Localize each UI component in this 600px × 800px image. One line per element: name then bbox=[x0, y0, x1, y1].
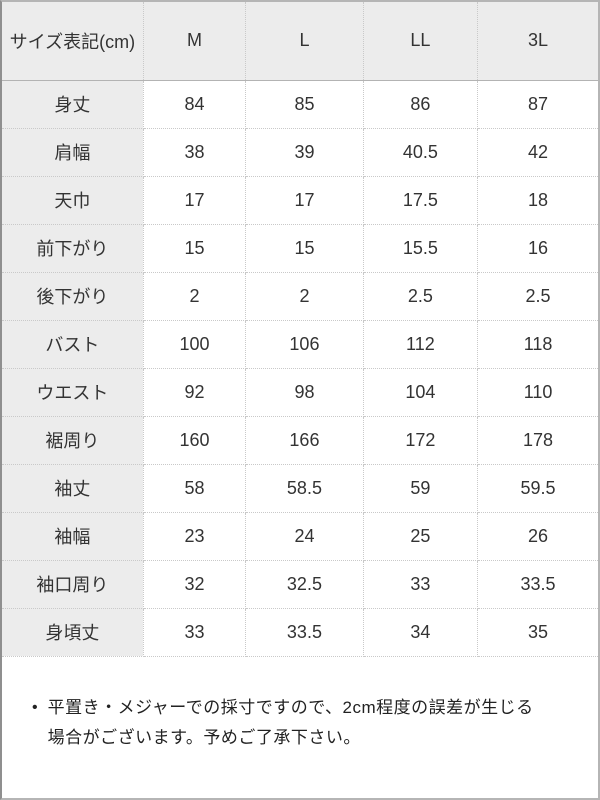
size-chart-table: サイズ表記(cm) M L LL 3L 身丈 84 85 86 87 肩幅 38… bbox=[2, 2, 598, 657]
cell-value: 100 bbox=[143, 320, 247, 369]
table-row: 肩幅 38 39 40.5 42 bbox=[2, 128, 598, 177]
table-row: 後下がり 2 2 2.5 2.5 bbox=[2, 272, 598, 321]
cell-value: 2 bbox=[245, 272, 364, 321]
row-label: 袖丈 bbox=[2, 464, 144, 513]
note-line-1: 平置き・メジャーでの採寸ですので、2cm程度の誤差が生じる bbox=[47, 697, 534, 717]
header-size-m: M bbox=[143, 2, 247, 81]
row-label: 前下がり bbox=[2, 224, 144, 273]
row-label: 袖幅 bbox=[2, 512, 144, 561]
cell-value: 15 bbox=[143, 224, 247, 273]
cell-value: 32.5 bbox=[245, 560, 364, 609]
cell-value: 23 bbox=[143, 512, 247, 561]
cell-value: 85 bbox=[245, 80, 364, 129]
header-size-ll: LL bbox=[363, 2, 479, 81]
cell-value: 25 bbox=[363, 512, 479, 561]
table-row: 袖口周り 32 32.5 33 33.5 bbox=[2, 560, 598, 609]
row-label: 袖口周り bbox=[2, 560, 144, 609]
cell-value: 16 bbox=[477, 224, 598, 273]
table-row: 前下がり 15 15 15.5 16 bbox=[2, 224, 598, 273]
cell-value: 33.5 bbox=[245, 608, 364, 657]
cell-value: 59.5 bbox=[477, 464, 598, 513]
cell-value: 166 bbox=[245, 416, 364, 465]
row-label: 身頃丈 bbox=[2, 608, 144, 657]
cell-value: 18 bbox=[477, 176, 598, 225]
cell-value: 15 bbox=[245, 224, 364, 273]
row-label: バスト bbox=[2, 320, 144, 369]
cell-value: 106 bbox=[245, 320, 364, 369]
cell-value: 32 bbox=[143, 560, 247, 609]
bullet-icon: • bbox=[32, 698, 38, 716]
table-row: 裾周り 160 166 172 178 bbox=[2, 416, 598, 465]
cell-value: 92 bbox=[143, 368, 247, 417]
cell-value: 40.5 bbox=[363, 128, 479, 177]
row-label: 肩幅 bbox=[2, 128, 144, 177]
measurement-note: • 平置き・メジャーでの採寸ですので、2cm程度の誤差が生じる 場合がございます… bbox=[2, 656, 598, 753]
cell-value: 160 bbox=[143, 416, 247, 465]
row-label: 後下がり bbox=[2, 272, 144, 321]
cell-value: 26 bbox=[477, 512, 598, 561]
cell-value: 112 bbox=[363, 320, 479, 369]
table-row: 袖幅 23 24 25 26 bbox=[2, 512, 598, 561]
cell-value: 33 bbox=[143, 608, 247, 657]
cell-value: 87 bbox=[477, 80, 598, 129]
header-size-l: L bbox=[245, 2, 364, 81]
row-label: ウエスト bbox=[2, 368, 144, 417]
cell-value: 2 bbox=[143, 272, 247, 321]
cell-value: 17 bbox=[245, 176, 364, 225]
row-label: 裾周り bbox=[2, 416, 144, 465]
cell-value: 33 bbox=[363, 560, 479, 609]
cell-value: 24 bbox=[245, 512, 364, 561]
cell-value: 17 bbox=[143, 176, 247, 225]
table-row: 天巾 17 17 17.5 18 bbox=[2, 176, 598, 225]
cell-value: 38 bbox=[143, 128, 247, 177]
header-size-notation: サイズ表記(cm) bbox=[2, 2, 144, 81]
row-label: 天巾 bbox=[2, 176, 144, 225]
header-size-3l: 3L bbox=[477, 2, 598, 81]
cell-value: 59 bbox=[363, 464, 479, 513]
cell-value: 104 bbox=[363, 368, 479, 417]
cell-value: 178 bbox=[477, 416, 598, 465]
header-row: サイズ表記(cm) M L LL 3L bbox=[2, 2, 598, 81]
cell-value: 58.5 bbox=[245, 464, 364, 513]
cell-value: 33.5 bbox=[477, 560, 598, 609]
cell-value: 42 bbox=[477, 128, 598, 177]
cell-value: 34 bbox=[363, 608, 479, 657]
cell-value: 86 bbox=[363, 80, 479, 129]
table-row: 身頃丈 33 33.5 34 35 bbox=[2, 608, 598, 657]
cell-value: 98 bbox=[245, 368, 364, 417]
cell-value: 2.5 bbox=[363, 272, 479, 321]
cell-value: 2.5 bbox=[477, 272, 598, 321]
note-line-2: 場合がございます。予めご了承下さい。 bbox=[47, 727, 361, 747]
cell-value: 17.5 bbox=[363, 176, 479, 225]
cell-value: 172 bbox=[363, 416, 479, 465]
table-row: 身丈 84 85 86 87 bbox=[2, 80, 598, 129]
cell-value: 110 bbox=[477, 368, 598, 417]
cell-value: 118 bbox=[477, 320, 598, 369]
table-row: 袖丈 58 58.5 59 59.5 bbox=[2, 464, 598, 513]
cell-value: 84 bbox=[143, 80, 247, 129]
cell-value: 15.5 bbox=[363, 224, 479, 273]
table-row: ウエスト 92 98 104 110 bbox=[2, 368, 598, 417]
measurement-note-text: 平置き・メジャーでの採寸ですので、2cm程度の誤差が生じる 場合がございます。予… bbox=[48, 693, 534, 753]
table-row: バスト 100 106 112 118 bbox=[2, 320, 598, 369]
row-label: 身丈 bbox=[2, 80, 144, 129]
cell-value: 39 bbox=[245, 128, 364, 177]
cell-value: 35 bbox=[477, 608, 598, 657]
cell-value: 58 bbox=[143, 464, 247, 513]
